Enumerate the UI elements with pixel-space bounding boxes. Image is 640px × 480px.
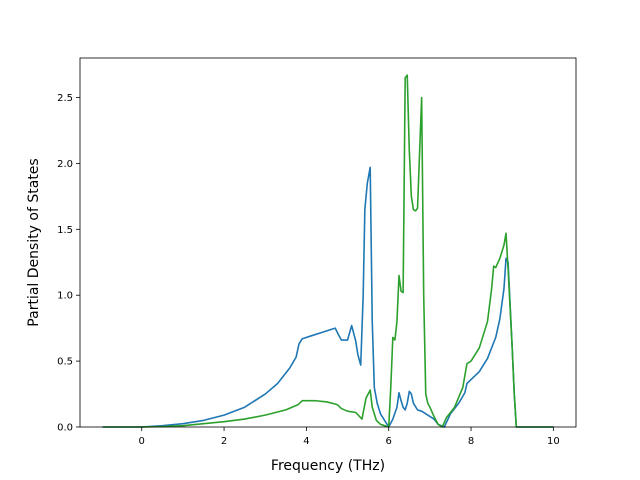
ticks-layer: 0 2 4 6 8 10 0.0 0.5 1.0 1.5 2.0 2.5 <box>57 93 560 447</box>
x-tick-label: 8 <box>468 436 474 447</box>
x-tick-label: 0 <box>139 436 145 447</box>
series-line-2 <box>102 74 554 428</box>
x-tick-label: 2 <box>221 436 227 447</box>
y-tick-label: 2.0 <box>57 159 73 170</box>
y-tick-label: 1.5 <box>57 225 73 236</box>
y-tick-label: 2.5 <box>57 93 73 104</box>
y-tick-label: 0.5 <box>57 357 73 368</box>
x-axis-label: Frequency (THz) <box>271 458 385 474</box>
y-tick-label: 1.0 <box>57 291 73 302</box>
x-tick-label: 10 <box>547 436 560 447</box>
y-tick-label: 0.0 <box>57 423 73 434</box>
x-tick-label: 4 <box>303 436 309 447</box>
y-axis-label: Partial Density of States <box>26 158 42 326</box>
axes-frame <box>79 57 577 428</box>
x-tick-label: 6 <box>386 436 392 447</box>
